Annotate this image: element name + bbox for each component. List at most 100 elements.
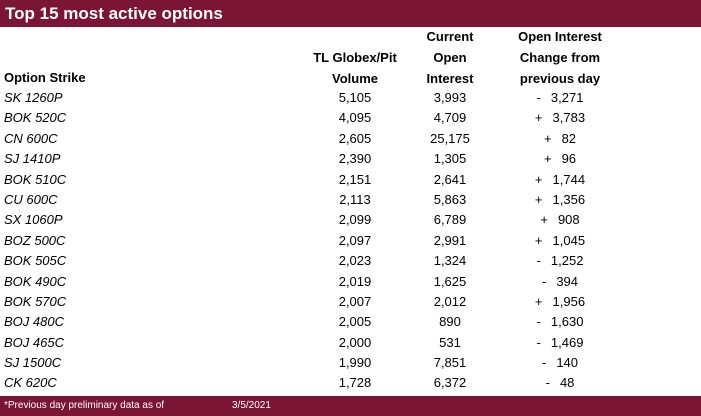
option-strike: BOK 490C — [4, 273, 67, 289]
open-interest-value: 3,993 — [433, 90, 467, 105]
change-value: +1,956 — [490, 292, 630, 312]
table-row: BOK 490C 2,019 1,625 -394 — [0, 272, 701, 292]
option-strike: SJ 1500C — [4, 355, 62, 371]
options-table: SK 1260P 5,105 3,993 -3,271 BOK 520C 4,0… — [0, 88, 701, 394]
option-strike: CK 620C — [4, 375, 57, 391]
header-option-strike: Option Strike — [4, 70, 86, 85]
option-strike: BOZ 500C — [4, 232, 66, 248]
change-sign: - — [541, 273, 547, 289]
volume-value: 2,005 — [338, 314, 372, 330]
volume-value: 1,728 — [338, 375, 372, 391]
option-strike: SK 1260P — [4, 90, 63, 105]
change-amount: 1,469 — [550, 334, 584, 350]
table-row: BOK 520C 4,095 4,709 +3,783 — [0, 108, 701, 128]
change-value: +1,744 — [490, 170, 630, 190]
open-interest-value: 6,372 — [433, 375, 467, 391]
change-value: -1,252 — [490, 251, 630, 271]
page-title: Top 15 most active options — [0, 0, 701, 27]
change-amount: 3,271 — [550, 90, 584, 105]
open-interest-value: 6,789 — [433, 212, 467, 228]
header-change: Open Interest Change from previous day — [490, 26, 630, 89]
volume-value: 1,990 — [338, 355, 372, 371]
change-amount: 1,630 — [550, 314, 584, 330]
table-row: SJ 1410P 2,390 1,305 +96 — [0, 149, 701, 169]
change-sign: - — [541, 355, 547, 371]
volume-value: 2,113 — [339, 191, 371, 207]
table-row: BOJ 465C 2,000 531 -1,469 — [0, 333, 701, 353]
change-value: -1,469 — [490, 333, 630, 353]
header-change-line-3: previous day — [519, 71, 601, 86]
option-strike: CU 600C — [4, 191, 58, 207]
change-amount: 82 — [561, 130, 577, 146]
table-row: BOZ 500C 2,097 2,991 +1,045 — [0, 231, 701, 251]
table-row: SJ 1500C 1,990 7,851 -140 — [0, 353, 701, 373]
change-value: +96 — [490, 149, 630, 169]
open-interest-value: 7,851 — [433, 355, 467, 371]
change-value: -140 — [490, 353, 630, 373]
table-row: BOK 505C 2,023 1,324 -1,252 — [0, 251, 701, 271]
table-row: SX 1060P 2,099 6,789 +908 — [0, 210, 701, 230]
change-value: -1,630 — [490, 312, 630, 332]
option-strike: CN 600C — [4, 130, 58, 146]
option-strike: BOK 570C — [4, 293, 67, 309]
volume-value: 2,000 — [338, 334, 372, 350]
open-interest-value: 531 — [439, 334, 461, 350]
change-sign: + — [534, 191, 543, 207]
change-amount: 1,744 — [552, 171, 586, 187]
change-amount: 394 — [556, 273, 579, 289]
change-value: +3,783 — [490, 108, 630, 128]
table-row: CN 600C 2,605 25,175 +82 — [0, 129, 701, 149]
volume-value: 2,099 — [338, 212, 372, 228]
header-change-line-1: Open Interest — [518, 29, 602, 44]
footer-date: 3/5/2021 — [232, 400, 271, 411]
header-change-line-2: Change from — [519, 50, 601, 65]
volume-value: 2,605 — [338, 130, 372, 146]
table-row: BOJ 480C 2,005 890 -1,630 — [0, 312, 701, 332]
option-strike: BOK 520C — [4, 110, 67, 126]
change-sign: + — [540, 212, 548, 228]
header-oi-line-2: Open — [433, 50, 467, 65]
change-value: +1,356 — [490, 190, 630, 210]
change-amount: 1,356 — [552, 191, 586, 207]
change-sign: + — [534, 110, 543, 126]
open-interest-value: 5,863 — [433, 191, 467, 207]
header-volume-line-1: TL Globex/Pit — [313, 50, 397, 65]
volume-value: 2,019 — [338, 273, 372, 289]
footer: *Previous day preliminary data as of 3/5… — [0, 396, 701, 416]
change-value: -3,271 — [490, 88, 630, 108]
option-strike: BOJ 480C — [4, 314, 64, 330]
change-amount: 908 — [557, 212, 580, 228]
change-sign: - — [545, 375, 550, 391]
option-strike: SJ 1410P — [4, 151, 61, 167]
volume-value: 2,023 — [338, 253, 372, 269]
change-sign: + — [543, 130, 552, 146]
change-sign: + — [543, 151, 552, 167]
open-interest-value: 1,625 — [433, 273, 467, 289]
open-interest-value: 2,012 — [433, 293, 467, 309]
volume-value: 2,151 — [338, 171, 372, 187]
change-sign: - — [536, 334, 541, 350]
volume-value: 4,095 — [338, 110, 372, 126]
table-row: SK 1260P 5,105 3,993 -3,271 — [0, 88, 701, 108]
change-value: -48 — [490, 373, 630, 393]
volume-value: 2,007 — [338, 293, 372, 309]
footer-note: *Previous day preliminary data as of — [4, 400, 165, 411]
header-oi-line-3: Interest — [426, 71, 474, 86]
open-interest-value: 2,991 — [433, 232, 467, 248]
change-sign: + — [534, 293, 543, 309]
option-strike: BOK 510C — [4, 171, 67, 187]
change-amount: 1,252 — [550, 253, 584, 269]
open-interest-value: 2,641 — [433, 171, 467, 187]
table-row: CK 620C 1,728 6,372 -48 — [0, 373, 701, 393]
change-value: +908 — [490, 210, 630, 230]
table-row: BOK 510C 2,151 2,641 +1,744 — [0, 170, 701, 190]
volume-value: 2,097 — [338, 232, 372, 248]
change-amount: 140 — [556, 355, 579, 371]
change-sign: + — [534, 232, 543, 248]
change-amount: 1,045 — [552, 232, 586, 248]
change-amount: 1,956 — [552, 293, 586, 309]
volume-value: 2,390 — [338, 151, 372, 167]
open-interest-value: 890 — [439, 314, 461, 330]
volume-value: 5,105 — [338, 90, 372, 105]
change-value: -394 — [490, 272, 630, 292]
